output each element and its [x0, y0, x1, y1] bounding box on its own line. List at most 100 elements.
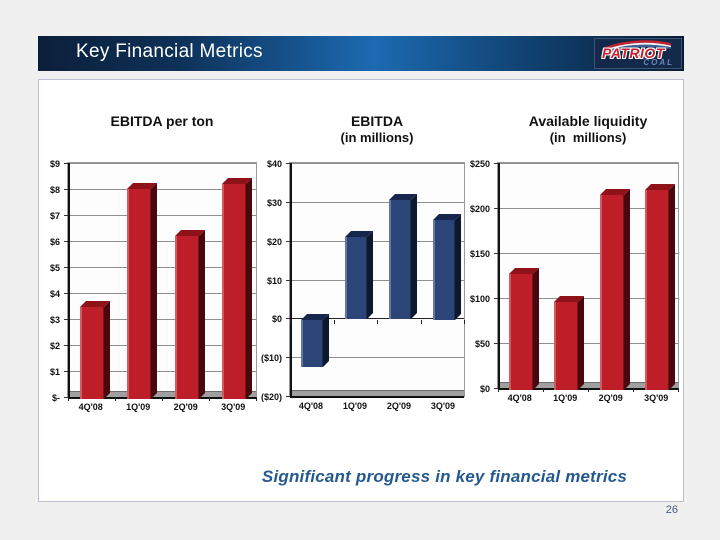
- y-axis-tick-label: $50: [474, 339, 490, 349]
- bar-2Q'09: [389, 194, 417, 319]
- y-axis-tick-label: $30: [266, 198, 282, 208]
- bar-side-face: [104, 301, 110, 399]
- y-axis-tick-mark: [64, 163, 68, 164]
- y-axis-tick-mark: [64, 189, 68, 190]
- gridline: [68, 345, 256, 346]
- bar-front-face: [600, 195, 624, 390]
- y-axis-tick-mark: [64, 397, 68, 398]
- x-axis-tick-mark: [334, 320, 335, 324]
- x-axis-tick-mark: [377, 320, 378, 324]
- bar-3Q'09: [222, 178, 252, 399]
- bar-front-face: [175, 236, 199, 399]
- y-axis-tick-mark: [494, 343, 498, 344]
- x-axis-tick-mark: [256, 397, 257, 401]
- gridline: [290, 163, 464, 164]
- y-axis-line: [498, 163, 500, 388]
- y-axis-tick-label: $20: [266, 237, 282, 247]
- x-axis-tick-mark: [498, 388, 499, 392]
- x-axis-labels: 4Q'08 1Q'09 2Q'09 3Q'09: [289, 401, 465, 411]
- x-category-label: 1Q'09: [342, 401, 368, 411]
- x-axis-tick-mark: [209, 397, 210, 401]
- y-axis-tick-label: $10: [266, 276, 282, 286]
- x-category-label: 1Q'09: [553, 393, 578, 403]
- gridline: [498, 208, 678, 209]
- gridline: [290, 202, 464, 203]
- bar-4Q'08: [80, 301, 110, 399]
- x-axis-tick-mark: [162, 397, 163, 401]
- chart-subtitle: (in millions): [340, 130, 414, 145]
- bar-front-face: [509, 274, 533, 390]
- y-axis-tick-label: $250: [469, 159, 490, 169]
- y-axis-tick-mark: [64, 319, 68, 320]
- chart-floor: [68, 391, 256, 397]
- bar-1Q'09: [554, 296, 584, 390]
- logo-text-patriot: PATRIOT: [602, 45, 665, 61]
- bar-4Q'08: [301, 314, 329, 367]
- y-axis-tick-mark: [286, 357, 290, 358]
- charts-panel: EBITDA per ton $9 $8 $7 $6 $5 $4 $3 $2 $1 $- 4Q'08 1…: [38, 79, 684, 502]
- gridline: [290, 357, 464, 358]
- bar-2Q'09: [600, 189, 630, 390]
- gridline: [498, 163, 678, 164]
- y-axis-tick-label: $-: [51, 393, 60, 403]
- chart-1: EBITDA per ton $9 $8 $7 $6 $5 $4 $3 $2 $1 $- 4Q'08 1…: [41, 106, 257, 412]
- plot-area: $9 $8 $7 $6 $5 $4 $3 $2 $1 $-: [50, 159, 257, 403]
- y-axis-tick-mark: [286, 280, 290, 281]
- gridline: [68, 293, 256, 294]
- bar-front-face: [301, 320, 323, 367]
- bar-front-face: [389, 200, 411, 319]
- logo-text-coal: COAL: [643, 58, 674, 67]
- x-category-label: 3Q'09: [430, 401, 456, 411]
- y-axis-tick-label: $150: [469, 249, 490, 259]
- y-axis-tick-label: $4: [49, 289, 60, 299]
- chart-3: Available liquidity (in millions) $250 $200…: [463, 106, 679, 403]
- bar-side-face: [669, 184, 675, 390]
- y-axis-tick-label: $200: [469, 204, 490, 214]
- chart-floor: [498, 382, 678, 388]
- bar-side-face: [411, 194, 417, 319]
- y-axis-tick-mark: [64, 215, 68, 216]
- gridline: [68, 267, 256, 268]
- y-axis-tick-label: $7: [49, 211, 60, 221]
- x-category-label: 2Q'09: [598, 393, 623, 403]
- gridline: [68, 215, 256, 216]
- gridline: [68, 241, 256, 242]
- chart-2: EBITDA (in millions) $40 $30 $20 $10 $0 ($10) ($…: [251, 106, 465, 411]
- gridline: [290, 318, 464, 319]
- y-axis-tick-label: ($20): [260, 392, 282, 402]
- bar-front-face: [645, 190, 669, 390]
- y-axis-tick-mark: [64, 371, 68, 372]
- y-axis-tick-mark: [64, 345, 68, 346]
- chart-title: EBITDA: [350, 113, 404, 129]
- y-axis-tick-label: $8: [49, 185, 60, 195]
- logo-swoosh-icon: [605, 40, 671, 53]
- bar-front-face: [127, 189, 151, 399]
- chart-floor: [290, 390, 464, 396]
- x-axis-tick-mark: [464, 320, 465, 324]
- y-axis-tick-mark: [64, 293, 68, 294]
- bar-front-face: [222, 184, 246, 399]
- x-category-label: 2Q'09: [386, 401, 412, 411]
- plot-area: $40 $30 $20 $10 $0 ($10) ($20): [261, 159, 465, 402]
- y-axis-tick-label: $2: [49, 341, 60, 351]
- gridline: [68, 163, 256, 164]
- y-axis-line: [68, 163, 70, 397]
- bar-1Q'09: [127, 183, 157, 399]
- y-axis-tick-label: $1: [49, 367, 60, 377]
- bar-side-face: [199, 230, 205, 399]
- bar-side-face: [151, 183, 157, 399]
- bar-front-face: [345, 237, 367, 319]
- y-axis-tick-mark: [494, 208, 498, 209]
- x-category-label: 3Q'09: [644, 393, 669, 403]
- y-axis-tick-mark: [286, 241, 290, 242]
- x-axis-tick-mark: [633, 388, 634, 392]
- patriot-coal-logo: PATRIOT COAL: [594, 38, 682, 69]
- y-axis-tick-label: $0: [271, 314, 282, 324]
- bar-side-face: [455, 214, 461, 320]
- x-axis-tick-mark: [678, 388, 679, 392]
- chart-title-block: EBITDA per ton: [67, 106, 257, 162]
- y-axis-tick-mark: [64, 267, 68, 268]
- x-category-label: 4Q'08: [298, 401, 324, 411]
- x-category-label: 1Q'09: [126, 402, 151, 412]
- y-axis-tick-mark: [286, 163, 290, 164]
